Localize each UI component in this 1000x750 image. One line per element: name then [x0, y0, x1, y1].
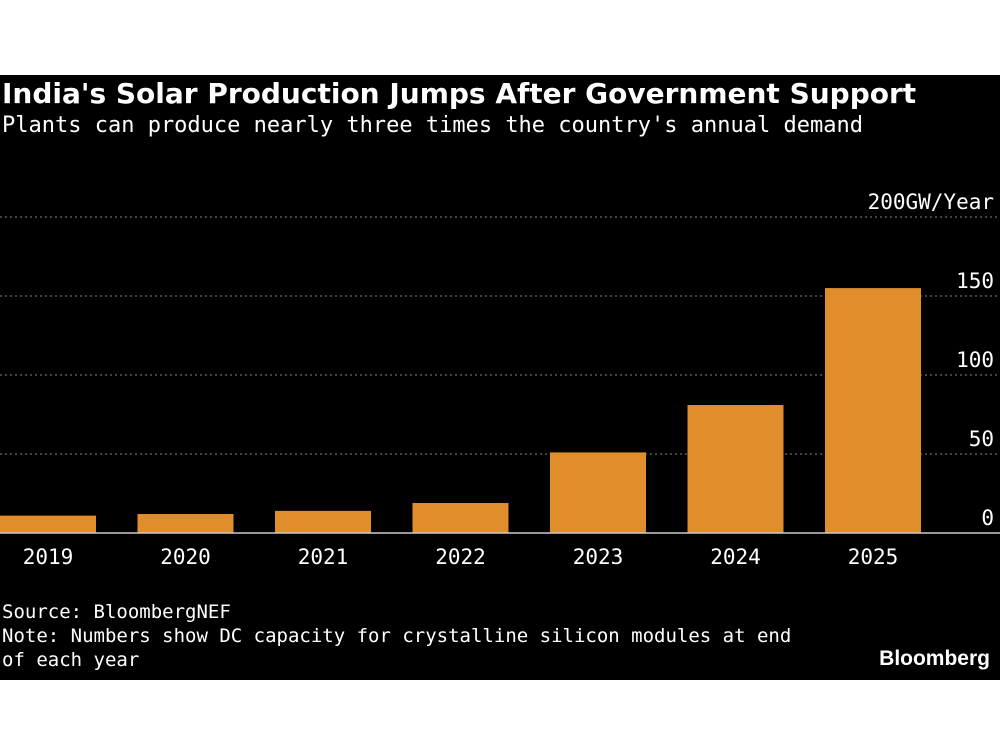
x-tick-label: 2019 [23, 545, 74, 569]
x-tick-label: 2025 [848, 545, 899, 569]
bloomberg-logo: Bloomberg [879, 647, 990, 670]
bar-2020 [137, 514, 234, 533]
bar-2022 [412, 502, 509, 533]
y-tick-label: 150 [956, 269, 994, 293]
note-text: Note: Numbers show DC capacity for cryst… [2, 625, 792, 671]
bar-chart: 0 50 100 150 200GW/Year 2019 2020 2021 2022 2023… [0, 190, 1000, 569]
source-text: Source: BloombergNEF [2, 601, 231, 623]
y-tick-label: 100 [956, 348, 994, 372]
x-axis-ticks: 2019 2020 2021 2022 2023 2024 2025 [23, 545, 899, 569]
x-tick-label: 2020 [160, 545, 211, 569]
x-tick-label: 2021 [298, 545, 349, 569]
y-tick-label: 50 [969, 427, 994, 451]
bar-2025 [825, 288, 921, 533]
bar-2023 [550, 452, 646, 533]
y-axis-ticks: 0 50 100 150 200GW/Year [868, 190, 994, 530]
chart-panel: India's Solar Production Jumps After Gov… [0, 75, 1000, 680]
chart-title: India's Solar Production Jumps After Gov… [2, 77, 917, 110]
chart-subtitle: Plants can produce nearly three times th… [2, 113, 863, 138]
bars [0, 288, 921, 533]
chart-footnote: Source: BloombergNEF Note: Numbers show … [2, 600, 802, 672]
gridlines [0, 216, 1000, 455]
x-tick-label: 2022 [435, 545, 486, 569]
x-tick-label: 2024 [710, 545, 761, 569]
y-tick-label: 0 [981, 506, 994, 530]
x-tick-label: 2023 [573, 545, 624, 569]
y-tick-label: 200GW/Year [868, 190, 994, 214]
bar-2021 [275, 510, 371, 533]
bar-2024 [687, 405, 784, 533]
bar-2019 [0, 515, 96, 533]
